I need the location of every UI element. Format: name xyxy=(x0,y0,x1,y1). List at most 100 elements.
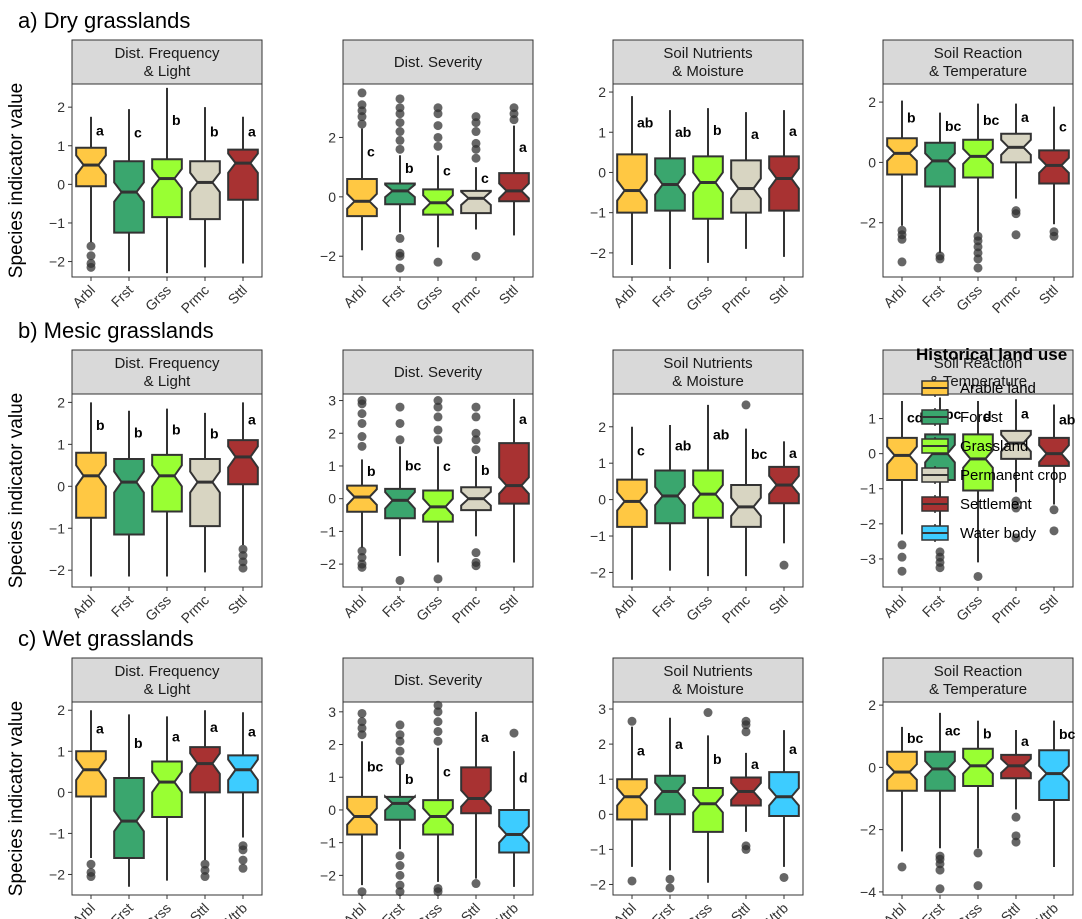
outlier-point xyxy=(395,880,405,890)
significance-letter: a xyxy=(210,719,218,735)
box-arbl: cd xyxy=(886,401,923,576)
panel: Dist. Frequency& Light −2 −1 0 1 2 a Arbl b Frst a… xyxy=(49,657,263,919)
outlier-point xyxy=(433,103,443,113)
facet-strip-label: & Light xyxy=(144,373,192,390)
x-tick-label: Sttl xyxy=(224,592,250,618)
outlier-point xyxy=(665,883,675,893)
outlier-point xyxy=(1011,831,1021,841)
x-tick-label: Arbl xyxy=(610,592,639,621)
box-grss: bc xyxy=(962,103,1000,273)
panel: Soil Reaction& Temperature −3 −2 −1 0 1 cd Arbl… xyxy=(860,349,1075,626)
outlier-point xyxy=(200,865,210,875)
y-axis-label: Species indicator value xyxy=(6,83,27,278)
y-tick-label: −2 xyxy=(590,245,606,261)
significance-letter: ab xyxy=(675,124,691,140)
legend-item: Arable land xyxy=(921,379,1036,397)
box-grss: d xyxy=(962,401,994,581)
x-tick-label: Arbl xyxy=(340,282,369,311)
significance-letter: c xyxy=(637,443,645,459)
significance-letter: a xyxy=(248,411,256,427)
outlier-point xyxy=(1011,533,1021,543)
outlier-point xyxy=(86,872,96,882)
panel: Soil Nutrients& Moisture −2 −1 0 1 2 3 a Arbl a Fr… xyxy=(590,657,804,919)
x-tick-label: Sttl xyxy=(224,282,250,308)
significance-letter: c xyxy=(367,143,375,159)
x-tick-label: Grss xyxy=(413,900,445,919)
outlier-point xyxy=(897,566,907,576)
box xyxy=(113,776,145,860)
box-frst: a xyxy=(654,717,686,893)
box xyxy=(962,138,994,179)
y-tick-label: 2 xyxy=(328,425,336,441)
row-wet: c) Wet grasslands Species indicator value… xyxy=(6,626,1076,919)
y-tick-label: −2 xyxy=(860,822,876,838)
facet-strip xyxy=(71,657,263,703)
box-arbl: c xyxy=(346,88,378,251)
box xyxy=(75,146,107,188)
box xyxy=(75,750,107,798)
outlier-point xyxy=(779,872,789,882)
box xyxy=(460,189,492,215)
box-frst: bc xyxy=(924,112,962,264)
outlier-point xyxy=(471,435,481,445)
outlier-point xyxy=(471,402,481,412)
box-grss: a xyxy=(151,716,183,881)
box-sttl: c xyxy=(1038,106,1070,241)
y-tick-label: 2 xyxy=(57,99,65,115)
outlier-point xyxy=(357,708,367,718)
significance-letter: ab xyxy=(1059,412,1075,428)
outlier-point xyxy=(357,396,367,406)
y-tick-label: −4 xyxy=(860,884,876,900)
x-tick-label: Grss xyxy=(142,282,174,314)
facet-strip xyxy=(71,39,263,85)
outlier-point xyxy=(935,859,945,869)
outlier-point xyxy=(395,94,405,104)
x-tick-label: Frst xyxy=(379,592,407,620)
box-arbl: bc xyxy=(346,708,384,897)
facet-strip-label: Soil Reaction xyxy=(934,663,1022,680)
x-tick-label: Prmc xyxy=(719,592,753,626)
y-tick-label: −1 xyxy=(320,523,336,539)
x-tick-label: Frst xyxy=(919,592,947,620)
y-tick-label: 1 xyxy=(598,771,606,787)
outlier-point xyxy=(1049,505,1059,515)
legend-label: Settlement xyxy=(960,496,1033,513)
outlier-point xyxy=(433,412,443,422)
outlier-point xyxy=(395,851,405,861)
outlier-point xyxy=(935,254,945,264)
box xyxy=(151,158,183,219)
y-tick-label: 2 xyxy=(57,702,65,718)
facet-strip-label: Dist. Frequency xyxy=(114,45,220,62)
outlier-point xyxy=(357,441,367,451)
significance-letter: bc xyxy=(945,406,962,422)
legend-item: Water body xyxy=(921,524,1037,542)
y-tick-label: 2 xyxy=(328,129,336,145)
x-tick-label: Frst xyxy=(108,900,136,919)
significance-letter: ab xyxy=(675,437,691,453)
outlier-point xyxy=(1011,496,1021,506)
outlier-point xyxy=(509,728,519,738)
box xyxy=(962,433,994,492)
box xyxy=(768,155,800,212)
facet-strip-label: Soil Nutrients xyxy=(663,663,752,680)
box-arbl: b xyxy=(346,396,378,572)
box-frst: ac xyxy=(924,712,961,894)
outlier-point xyxy=(395,402,405,412)
x-tick-label: Sttl xyxy=(997,900,1023,919)
y-tick-label: 0 xyxy=(868,446,876,462)
significance-letter: bc xyxy=(367,758,384,774)
y-tick-label: 0 xyxy=(328,491,336,507)
box xyxy=(616,778,648,821)
legend-label: Permanent crop xyxy=(960,467,1067,484)
outlier-point xyxy=(433,425,443,435)
significance-letter: c xyxy=(443,458,451,474)
box-frst: c xyxy=(113,109,145,272)
box xyxy=(768,771,800,818)
box-arbl: b xyxy=(886,100,918,267)
box-sttl: a xyxy=(227,116,259,264)
facet-strip-label: & Temperature xyxy=(929,373,1027,390)
box-frst: bc xyxy=(384,402,422,585)
panel: Dist. Severity −2 −1 0 1 2 3 b Arbl bc Frst c Grss b P… xyxy=(320,349,534,626)
x-tick-label: Grss xyxy=(683,900,715,919)
outlier-point xyxy=(433,726,443,736)
